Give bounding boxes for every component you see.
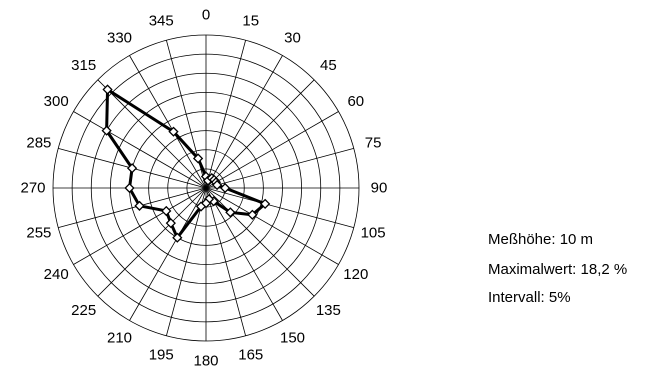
grid-spoke	[98, 188, 206, 296]
direction-tick-label: 165	[238, 347, 263, 364]
direction-tick-label: 255	[26, 224, 51, 241]
direction-tick-label: 330	[107, 30, 132, 47]
data-point-marker	[221, 184, 229, 192]
direction-tick-label: 150	[280, 329, 305, 346]
polar-grid	[53, 35, 359, 341]
direction-tick-label: 270	[20, 180, 45, 197]
wind-rose-chart: 0 15 30 45 60 75 90 105 120 135 150 165 180 195 210 225…	[0, 0, 480, 378]
frequency-series	[102, 85, 269, 242]
direction-tick-label: 180	[193, 353, 218, 370]
data-point-marker	[162, 207, 170, 215]
grid-spoke	[98, 80, 206, 188]
direction-tick-label: 225	[71, 302, 96, 319]
direction-tick-label: 135	[316, 302, 341, 319]
direction-tick-label: 45	[320, 57, 337, 74]
grid-spoke	[206, 188, 339, 265]
direction-tick-label: 285	[26, 135, 51, 152]
measurement-height-label: Meßhöhe: 10 m	[488, 231, 593, 249]
direction-tick-label: 0	[202, 7, 210, 24]
direction-tick-label: 240	[44, 266, 69, 283]
direction-tick-label: 120	[343, 266, 368, 283]
direction-tick-label: 90	[371, 180, 388, 197]
grid-spoke	[206, 56, 283, 189]
direction-tick-label: 30	[284, 30, 301, 47]
max-value-label: Maximalwert: 18,2 %	[488, 261, 627, 279]
grid-spoke	[130, 56, 207, 189]
direction-tick-label: 75	[365, 135, 382, 152]
direction-tick-label: 300	[44, 93, 69, 110]
grid-spoke	[206, 40, 246, 188]
direction-tick-label: 195	[149, 347, 174, 364]
grid-spoke	[206, 80, 314, 188]
grid-spoke	[206, 188, 354, 228]
grid-spoke	[206, 112, 339, 189]
grid-spoke	[206, 148, 354, 188]
direction-tick-label: 345	[149, 12, 174, 29]
direction-tick-label: 105	[361, 224, 386, 241]
grid-spoke	[206, 188, 283, 321]
grid-spoke	[206, 188, 314, 296]
interval-label: Intervall: 5%	[488, 289, 571, 307]
direction-tick-label: 15	[242, 12, 259, 29]
grid-spoke	[74, 112, 207, 189]
direction-tick-label: 60	[347, 93, 364, 110]
direction-tick-label: 210	[107, 329, 132, 346]
direction-tick-label: 315	[71, 57, 96, 74]
